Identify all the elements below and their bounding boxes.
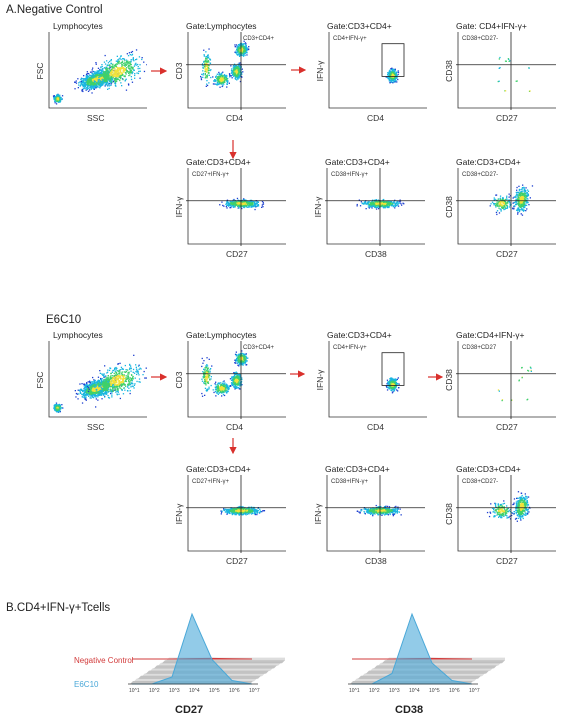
histogram-tick-label: 10^1 [129,688,140,694]
gate-title: Gate:CD3+CD4+ [456,464,521,474]
histogram-tick-label: 10^3 [169,688,180,694]
histogram-tick-label: 10^7 [469,688,480,694]
flow-plot-canvas [186,32,286,110]
quadrant-label: CD38+CD27 [462,345,497,351]
gate-title: Lymphocytes [53,21,103,31]
flow-plot-e6_row1-0 [47,341,147,419]
flow-plot-canvas [456,341,556,419]
histogram-tick-label: 10^6 [449,688,460,694]
gate-title: Lymphocytes [53,330,103,340]
flow-plot-canvas [186,475,286,553]
x-axis-label: CD27 [226,249,248,259]
x-axis-label: CD27 [496,113,518,123]
quadrant-label: CD38+CD27- [462,172,499,178]
flow-plot-canvas [186,341,286,419]
histogram-series-e6c10 [352,612,473,685]
gate-title: Gate:CD3+CD4+ [186,157,251,167]
histogram-tick-label: 10^5 [209,688,220,694]
gate-title: Gate:CD3+CD4+ [325,464,390,474]
section-title-b: B.CD4+IFN-γ+Tcells [6,602,111,614]
histogram-tick-label: 10^2 [149,688,160,694]
gate-title: Gate:CD3+CD4+ [327,21,392,31]
x-axis-label: CD4 [367,113,385,123]
quadrant-label: CD4+IFN-γ+ [333,36,367,42]
histogram-tick-label: 10^1 [349,688,360,694]
flow-plot-e6_row1-1 [186,341,286,419]
gating-arrows [151,66,444,455]
flow-plot-canvas [456,475,556,553]
x-axis-label: CD38 [365,249,387,259]
quadrant-label: CD38+IFN-γ+ [331,172,369,178]
legend-e6c10: E6C10 [74,680,99,689]
quadrant-label: CD38+CD27- [462,36,499,42]
gate-title: Gate:Lymphocytes [186,21,257,31]
flow-plot-e6_row2-0 [186,475,286,553]
flow-plot-canvas [456,32,556,110]
x-axis-label: CD38 [365,556,387,566]
flow-plot-e6_row1-3 [456,341,556,419]
quadrant-label: CD3+CD4+ [243,345,275,351]
flow-plot-canvas [325,475,425,553]
histogram-label: CD27 [175,704,204,716]
gate-title: Gate:CD3+CD4+ [327,330,392,340]
flow-plot-canvas [186,168,286,246]
flow-plot-canvas [48,32,147,109]
histogram-label: CD38 [395,704,424,716]
quadrant-label: CD27+IFN-γ+ [192,172,230,178]
gate-title: Gate:Lymphocytes [186,330,257,340]
histogram-tick-label: 10^4 [189,688,200,694]
histogram-tick-label: 10^4 [409,688,420,694]
flow-plot-neg_row1-2 [327,32,427,110]
quadrant-label: CD38+CD27- [462,479,499,485]
gate-title: Gate:CD3+CD4+ [186,464,251,474]
legend-negative-control: Negative Control [74,656,134,665]
x-axis-label: CD27 [496,249,518,259]
flow-plot-canvas [328,341,427,418]
flow-plot-e6_row2-2 [456,475,556,553]
flow-plot-neg_row2-0 [186,168,286,246]
gate-title: Gate:CD4+IFN-γ+ [456,330,525,340]
histogram-tick-label: 10^2 [369,688,380,694]
flow-plot-neg_row2-2 [456,168,556,246]
gate-title: Gate:CD3+CD4+ [456,157,521,167]
x-axis-label: CD4 [226,422,244,432]
gate-title: Gate:CD3+CD4+ [325,157,390,167]
section-title-e6c10: E6C10 [46,314,82,326]
flow-plot-e6_row1-2 [327,341,427,419]
histogram-tick-label: 10^6 [229,688,240,694]
section-title-negative-control: A.Negative Control [6,4,103,16]
x-axis-label: SSC [87,422,105,432]
gate-title: Gate: CD4+IFN-γ+ [456,21,527,31]
quadrant-label: CD3+CD4+ [243,36,275,42]
x-axis-label: CD4 [367,422,385,432]
histogram-tick-label: 10^5 [429,688,440,694]
histogram-0: 10^1 10^2 10^3 10^4 10^5 10^6 10^7 [128,612,285,694]
flow-plot-neg_row2-1 [325,168,425,246]
histogram-tick-label: 10^7 [249,688,260,694]
flow-plot-canvas [456,168,556,246]
flow-plot-canvas [328,32,427,109]
x-axis-label: CD4 [226,113,244,123]
flow-plot-canvas [325,168,425,246]
x-axis-label: SSC [87,113,105,123]
histogram-tick-label: 10^3 [389,688,400,694]
x-axis-label: CD27 [496,556,518,566]
flow-plot-neg_row1-0 [47,32,147,110]
x-axis-label: CD27 [496,422,518,432]
flow-plot-neg_row1-1 [186,32,286,110]
flow-plot-neg_row1-3 [456,32,556,110]
x-axis-label: CD27 [226,556,248,566]
quadrant-label: CD4+IFN-γ+ [333,345,367,351]
histogram-series-e6c10 [132,612,253,685]
flow-plot-e6_row2-1 [325,475,425,553]
quadrant-label: CD27+IFN-γ+ [192,479,230,485]
histogram-1: 10^1 10^2 10^3 10^4 10^5 10^6 10^7 [348,612,505,694]
quadrant-label: CD38+IFN-γ+ [331,479,369,485]
flow-plot-canvas [48,341,147,418]
